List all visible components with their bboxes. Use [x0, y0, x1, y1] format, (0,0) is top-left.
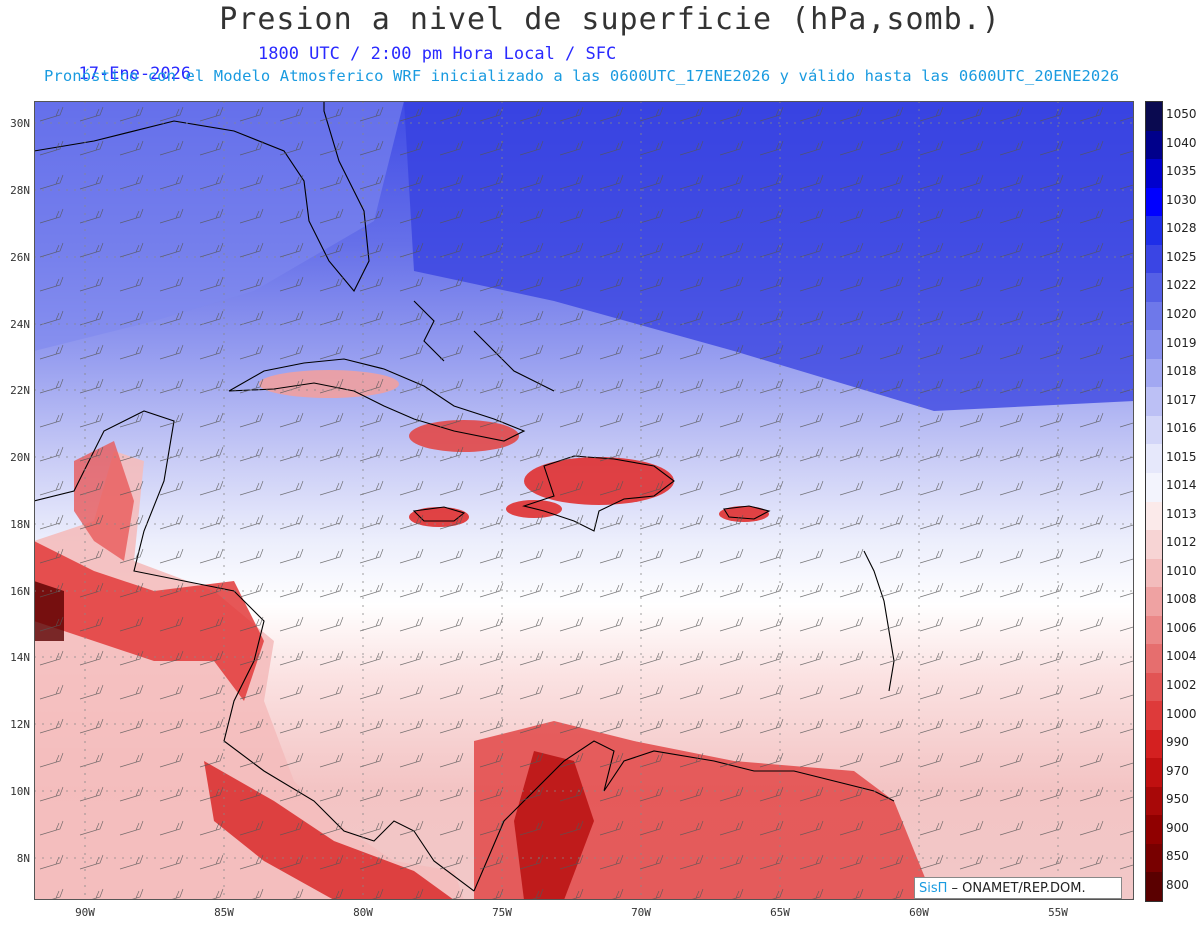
colorbar-bin: [1146, 130, 1162, 160]
colorbar-bin: [1146, 872, 1162, 902]
lon-label: 90W: [75, 906, 95, 919]
colorbar-bin: [1146, 387, 1162, 417]
colorbar-label: 1004: [1166, 649, 1197, 664]
lat-label: 8N: [16, 852, 30, 865]
colorbar-label: 1040: [1166, 135, 1197, 150]
colorbar-bin: [1146, 558, 1162, 588]
colorbar-label: 950: [1166, 792, 1189, 807]
lat-label: 20N: [10, 451, 30, 464]
colorbar-bin: [1146, 587, 1162, 617]
lat-label: 12N: [10, 718, 30, 731]
colorbar-bin: [1146, 672, 1162, 702]
lon-label: 60W: [909, 906, 929, 919]
colorbar-bin: [1146, 843, 1162, 873]
colorbar-label: 970: [1166, 763, 1189, 778]
wind-barbs: [34, 101, 1134, 900]
lon-label: 85W: [214, 906, 234, 919]
colorbar-label: 1017: [1166, 392, 1197, 407]
colorbar-label: 1013: [1166, 506, 1197, 521]
colorbar-label: 1050: [1166, 107, 1197, 122]
colorbar-label: 1016: [1166, 421, 1197, 436]
lon-label: 55W: [1048, 906, 1068, 919]
colorbar-label: 800: [1166, 877, 1189, 892]
colorbar-label: 1012: [1166, 535, 1197, 550]
map-frame: [34, 101, 1134, 900]
colorbar-label: 1019: [1166, 335, 1197, 350]
colorbar-bin: [1146, 187, 1162, 217]
colorbar-bin: [1146, 786, 1162, 816]
colorbar-label: 1025: [1166, 249, 1197, 264]
colorbar-label: 1035: [1166, 164, 1197, 179]
colorbar-bin: [1146, 273, 1162, 303]
colorbar-bin: [1146, 701, 1162, 731]
colorbar-label: 850: [1166, 849, 1189, 864]
colorbar-label: 1030: [1166, 192, 1197, 207]
colorbar-bin: [1146, 444, 1162, 474]
colorbar-label: 1022: [1166, 278, 1197, 293]
lon-label: 65W: [770, 906, 790, 919]
colorbar-bin: [1146, 729, 1162, 759]
colorbar-label: 1006: [1166, 620, 1197, 635]
colorbar-bin: [1146, 216, 1162, 246]
map-title: Presion a nivel de superficie (hPa,somb.…: [219, 2, 1001, 37]
lat-lon-grid: [34, 101, 1134, 900]
colorbar-bin: [1146, 644, 1162, 674]
colorbar-bin: [1146, 758, 1162, 788]
colorbar-bin: [1146, 330, 1162, 360]
subtitle-line: 17-Ene-2026 1800 UTC / 2:00 pm Hora Loca…: [58, 44, 616, 104]
colorbar-bin: [1146, 501, 1162, 531]
colorbar-label: 1018: [1166, 364, 1197, 379]
colorbar-bin: [1146, 415, 1162, 445]
lat-label: 24N: [10, 318, 30, 331]
colorbar-bin: [1146, 102, 1162, 132]
valid-date: 17-Ene-2026: [78, 64, 192, 84]
colorbar-label: 900: [1166, 820, 1189, 835]
colorbar-label: 1014: [1166, 478, 1197, 493]
colorbar-label: 1010: [1166, 563, 1197, 578]
valid-time: 1800 UTC / 2:00 pm Hora Local / SFC: [258, 44, 617, 64]
lat-label: 14N: [10, 651, 30, 664]
colorbar-bin: [1146, 472, 1162, 502]
colorbar-bin: [1146, 358, 1162, 388]
sispi-logo: SisΠ: [919, 881, 948, 896]
colorbar-label: 1020: [1166, 307, 1197, 322]
colorbar-label: 1000: [1166, 706, 1197, 721]
pressure-map: [34, 101, 1134, 900]
forecast-info: Pronóstico con el Modelo Atmosferico WRF…: [44, 67, 1120, 85]
colorbar-label: 990: [1166, 735, 1189, 750]
lon-label: 80W: [353, 906, 373, 919]
lat-label: 22N: [10, 384, 30, 397]
colorbar-label: 1002: [1166, 677, 1197, 692]
lat-label: 16N: [10, 585, 30, 598]
colorbar-bin: [1146, 530, 1162, 560]
credit-text: – ONAMET/REP.DOM.: [947, 881, 1086, 896]
colorbar-bin: [1146, 244, 1162, 274]
lat-label: 10N: [10, 785, 30, 798]
colorbar-bin: [1146, 301, 1162, 331]
lat-label: 18N: [10, 518, 30, 531]
colorbar-label: 1008: [1166, 592, 1197, 607]
colorbar-bin: [1146, 615, 1162, 645]
lon-label: 75W: [492, 906, 512, 919]
colorbar-label: 1015: [1166, 449, 1197, 464]
lat-label: 28N: [10, 184, 30, 197]
credit-box: SisΠ – ONAMET/REP.DOM.: [914, 877, 1122, 899]
lat-label: 26N: [10, 251, 30, 264]
lon-label: 70W: [631, 906, 651, 919]
pressure-colorbar: [1145, 101, 1163, 902]
lat-label: 30N: [10, 117, 30, 130]
colorbar-label: 1028: [1166, 221, 1197, 236]
colorbar-bin: [1146, 815, 1162, 845]
colorbar-bin: [1146, 159, 1162, 189]
